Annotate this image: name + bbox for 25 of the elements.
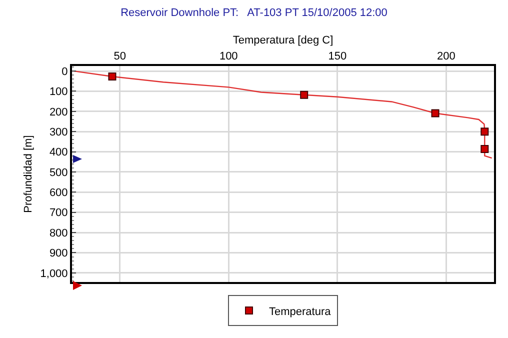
point <box>480 144 489 153</box>
y-tick-label: 100 <box>49 86 68 98</box>
x-tick-label: 150 <box>328 50 347 63</box>
y-tick-label: 800 <box>49 227 68 240</box>
line-series <box>73 70 492 159</box>
point <box>300 90 308 99</box>
y-tick-label: 500 <box>49 166 68 179</box>
x-tick-label: 200 <box>436 50 456 63</box>
y-tick-label: 600 <box>49 187 68 200</box>
y-tick-label: 0 <box>62 66 68 78</box>
point <box>480 128 489 136</box>
y-tick-label: 900 <box>49 248 68 260</box>
y-tick-label: 300 <box>49 126 68 138</box>
x-tick-label: 100 <box>219 50 238 63</box>
x-tick-label: 50 <box>114 50 126 63</box>
x-axis-title: Temperatura [deg C] <box>232 34 334 47</box>
y-axis-title: Profundidad [m] <box>22 135 34 213</box>
y-tick-label: 400 <box>49 146 68 159</box>
y-tick-label: 1,000 <box>40 268 68 280</box>
y-tick-label: 200 <box>49 106 68 118</box>
y-tick-label: 700 <box>49 207 68 220</box>
point <box>108 72 116 80</box>
chart-title: Reservoir Downhole PT: AT-103 PT 15/10/2005 12:00 <box>120 7 388 20</box>
legend-label: Temperatura <box>269 306 332 318</box>
point <box>431 109 440 118</box>
